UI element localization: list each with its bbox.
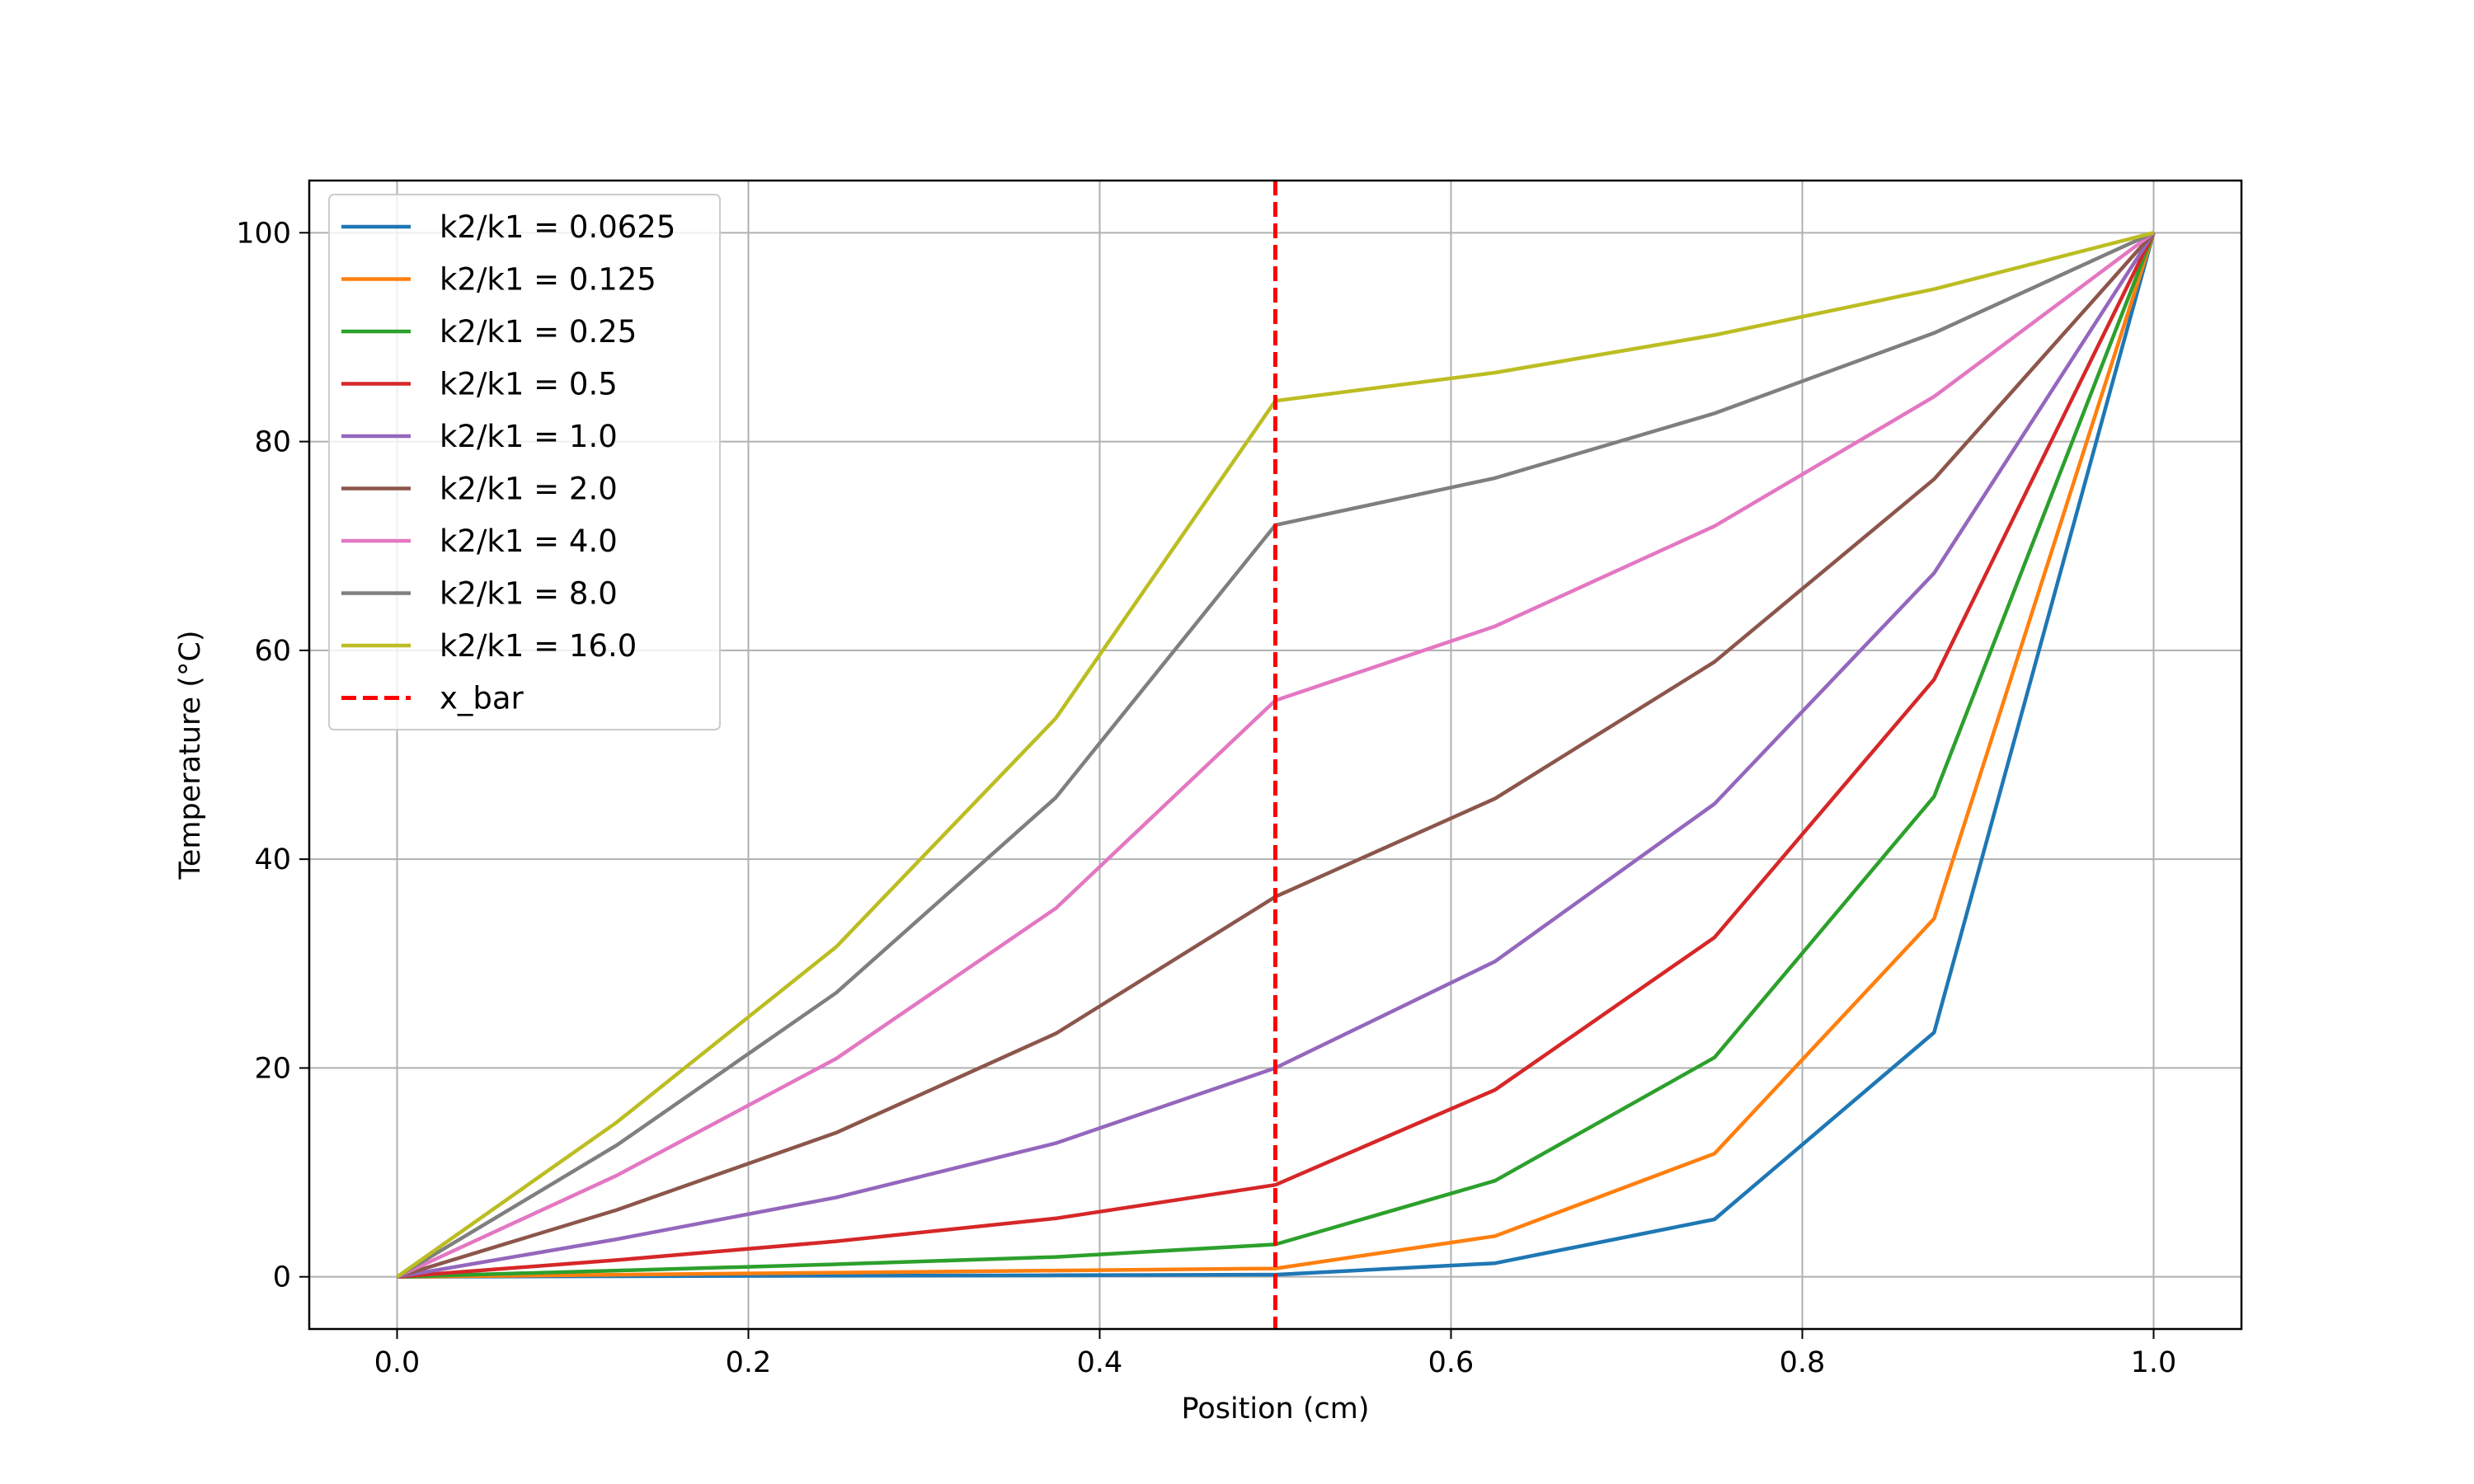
legend-label: k2/k1 = 16.0 (440, 628, 637, 664)
legend-label: x_bar (440, 681, 524, 716)
x-tick-label: 0.8 (1780, 1346, 1826, 1379)
axis-ticks: 0.0 0.2 0.4 0.6 0.8 1.0 0 20 40 60 80 100 (236, 217, 2176, 1379)
legend-box (328, 194, 721, 730)
legend-label: k2/k1 = 0.5 (440, 367, 618, 402)
series-line (397, 232, 2156, 1279)
legend-label: k2/k1 = 8.0 (440, 576, 618, 612)
y-axis-label: Temperature (°C) (174, 630, 207, 880)
legend-label: k2/k1 = 2.0 (440, 472, 618, 507)
legend-label: k2/k1 = 0.0625 (440, 209, 675, 245)
legend: k2/k1 = 0.0625 k2/k1 = 0.125 k2/k1 = 0.25 k… (328, 194, 721, 730)
legend-label: k2/k1 = 1.0 (440, 419, 618, 454)
y-tick-label: 40 (254, 843, 291, 876)
x-tick-label: 0.4 (1077, 1346, 1123, 1379)
series-line (397, 232, 2156, 1279)
x-tick-label: 0.2 (726, 1346, 772, 1379)
legend-label: k2/k1 = 0.25 (440, 314, 637, 350)
x-tick-label: 1.0 (2131, 1346, 2177, 1379)
y-tick-label: 60 (254, 635, 291, 668)
legend-label: k2/k1 = 4.0 (440, 524, 618, 559)
legend-label: k2/k1 = 0.125 (440, 262, 656, 298)
y-tick-label: 80 (254, 426, 291, 459)
y-tick-label: 20 (254, 1052, 291, 1085)
x-tick-label: 0.6 (1428, 1346, 1475, 1379)
x-tick-label: 0.0 (374, 1346, 421, 1379)
x-axis-label: Position (cm) (1181, 1392, 1369, 1425)
y-tick-label: 100 (236, 217, 291, 250)
plot-frame (308, 179, 2243, 1331)
y-tick-label: 0 (273, 1261, 291, 1294)
